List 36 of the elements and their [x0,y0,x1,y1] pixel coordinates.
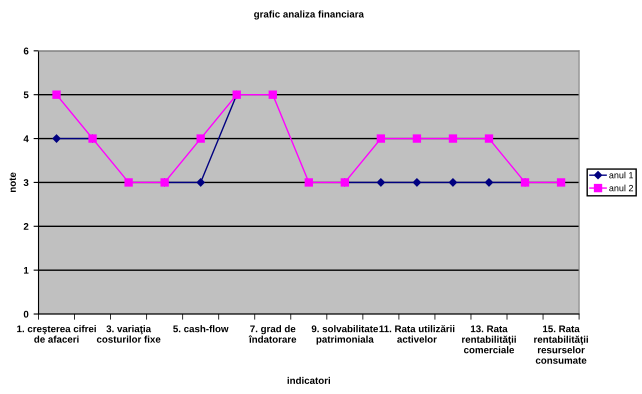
y-tick-label: 2 [24,223,28,230]
point [124,178,133,187]
y-tick-label: 4 [24,135,29,142]
x-tick-label: 13. Rata rentabilităţii comerciale [462,325,516,354]
point [412,178,422,187]
point [448,134,458,143]
legend-label: anul 2 [609,184,634,192]
point [376,134,386,143]
y-tick-label: 6 [24,48,28,54]
x-tick-label: 5. cash-flow [173,325,229,332]
x-tick-label: 11. Rata utilizării activelor [379,325,454,343]
point [484,134,494,143]
y-tick-label: 1 [24,266,29,274]
point [412,134,422,143]
point [304,178,313,187]
x-tick-label: 7. grad de îndatorare [248,325,296,343]
y-tick-label: 5 [24,92,29,98]
point [268,90,277,99]
x-tick-label: 3. variaţia costurilor fixe [96,325,160,343]
point [448,178,458,187]
point [196,178,205,187]
point [376,178,386,187]
x-tick-label: 9. solvabilitate patrimoniala [312,325,378,345]
x-tick-label: 1. creşterea cifrei de afaceri [17,325,96,343]
point [196,134,205,143]
y-tick-label: 3 [24,179,28,186]
point [556,178,566,187]
point [484,178,494,187]
chart-title: grafic analiza financiara [254,10,364,20]
point [52,134,61,143]
x-tick-label: 15. Rata rentabilităţii resurselor consumate [534,325,588,364]
x-axis-title: indicatori [288,376,330,384]
legend-label: anul 1 [609,172,634,178]
y-tick-label: 0 [24,310,28,318]
y-axis-title: note [9,172,16,192]
point [52,90,61,99]
